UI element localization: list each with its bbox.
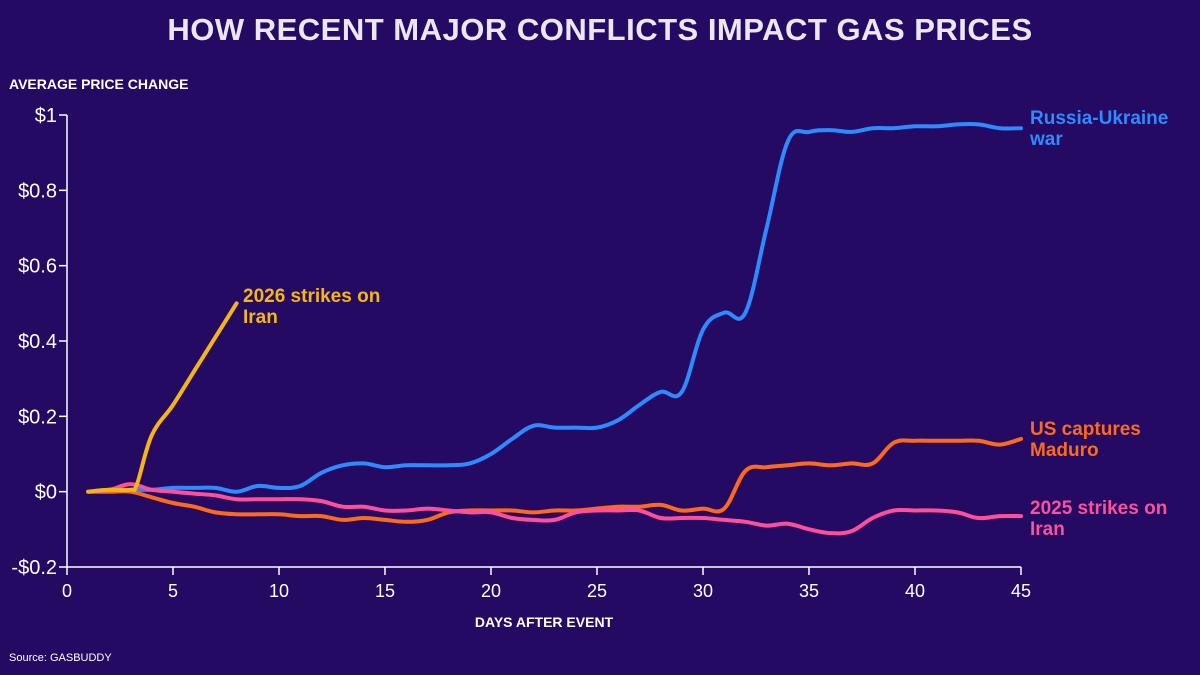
x-tick-label: 40 bbox=[905, 581, 925, 601]
chart-title: HOW RECENT MAJOR CONFLICTS IMPACT GAS PR… bbox=[167, 12, 1033, 47]
series-label-line: Iran bbox=[1030, 519, 1065, 540]
y-tick-label: $0.6 bbox=[18, 256, 57, 278]
series-label-line: Iran bbox=[243, 307, 278, 328]
x-tick-label: 45 bbox=[1011, 581, 1031, 601]
axes-group: -$0.2 $0 $0.2 $0.4 $0.6 $0.8 $1 0 5 10 15 20 25 30 35 4… bbox=[11, 105, 1031, 601]
x-tick-label: 0 bbox=[62, 581, 72, 601]
series-label-us-captures-maduro: US captures Maduro bbox=[1030, 419, 1141, 461]
series-lines bbox=[86, 122, 1023, 536]
series-label-line: Maduro bbox=[1030, 440, 1099, 461]
series-label-line: war bbox=[1029, 129, 1063, 150]
series-label-line: 2025 strikes on bbox=[1030, 498, 1167, 519]
source-note: Source: GASBUDDY bbox=[9, 652, 112, 664]
y-tick-label: $0.8 bbox=[18, 180, 57, 202]
series-line-us-captures-maduro bbox=[86, 436, 1023, 524]
series-label-russia-ukraine-war: Russia-Ukraine war bbox=[1029, 108, 1168, 150]
x-tick-label: 20 bbox=[481, 581, 501, 601]
series-line-2025-strikes-on-iran bbox=[86, 482, 1023, 536]
series-label-2026-strikes-on-iran: 2026 strikes on Iran bbox=[243, 286, 380, 328]
x-tick-label: 15 bbox=[375, 581, 395, 601]
series-label-line: US captures bbox=[1030, 419, 1141, 440]
series-labels: Russia-Ukraine war US captures Maduro 2025 s… bbox=[243, 108, 1168, 540]
x-axis-title: DAYS AFTER EVENT bbox=[474, 614, 614, 630]
x-tick-label: 30 bbox=[693, 581, 713, 601]
x-tick-label: 10 bbox=[269, 581, 289, 601]
x-tick-label: 35 bbox=[799, 581, 819, 601]
y-tick-label: $0.2 bbox=[18, 406, 57, 428]
series-label-line: Russia-Ukraine bbox=[1030, 108, 1168, 129]
series-label-line: 2026 strikes on bbox=[243, 286, 380, 307]
y-tick-label: $0.4 bbox=[18, 331, 57, 353]
y-tick-label: $1 bbox=[35, 105, 57, 127]
y-tick-label: $0 bbox=[35, 482, 57, 504]
series-line-russia-ukraine-war bbox=[86, 122, 1023, 494]
x-tick-label: 25 bbox=[587, 581, 607, 601]
series-line-2026-strikes-on-iran bbox=[86, 301, 239, 494]
y-tick-label: -$0.2 bbox=[11, 557, 57, 579]
x-tick-label: 5 bbox=[168, 581, 178, 601]
series-label-2025-strikes-on-iran: 2025 strikes on Iran bbox=[1030, 498, 1167, 540]
y-axis-title: AVERAGE PRICE CHANGE bbox=[9, 76, 189, 92]
